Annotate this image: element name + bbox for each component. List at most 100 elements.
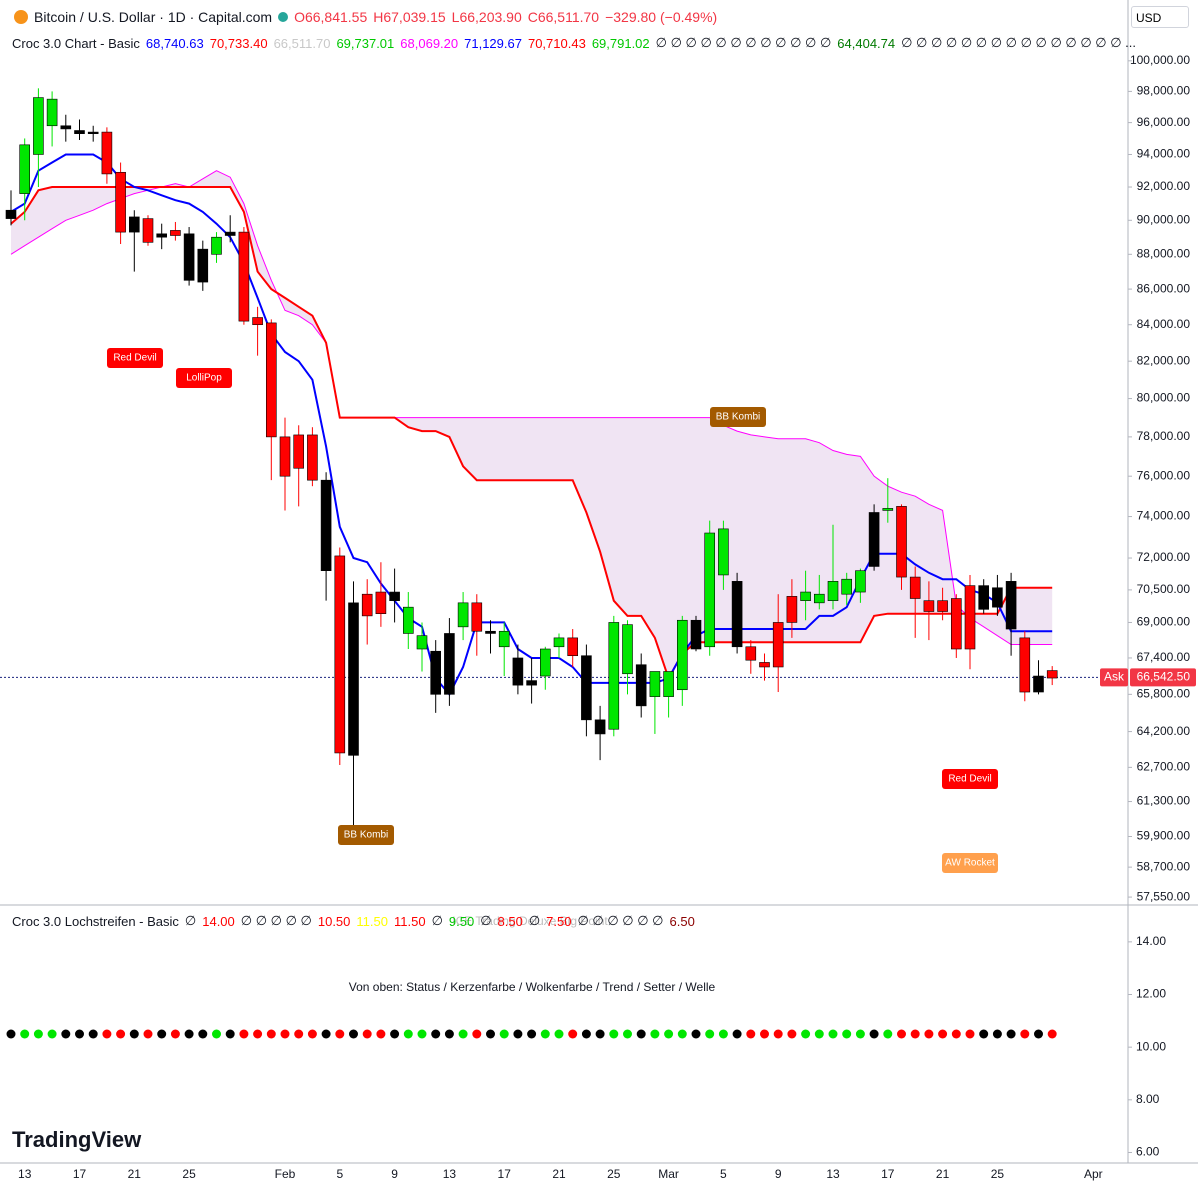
candle-body <box>252 317 263 326</box>
candle-color-dot <box>129 1029 139 1039</box>
candle-color-dot <box>253 1029 263 1039</box>
x-tick-label: 21 <box>936 1167 950 1181</box>
y-tick-label: 94,000.00 <box>1137 147 1191 161</box>
y-tick-label: 92,000.00 <box>1137 179 1191 193</box>
candle-color-dot <box>61 1029 71 1039</box>
x-tick-label: Apr <box>1084 1167 1103 1181</box>
candle-color-dot <box>266 1029 276 1039</box>
y-tick-label: 90,000.00 <box>1137 212 1191 226</box>
candle-color-dot <box>897 1029 906 1039</box>
candle-body <box>444 633 455 695</box>
candle-color-dot <box>198 1029 208 1039</box>
candle-body <box>375 591 387 614</box>
candle-color-dot <box>554 1029 564 1039</box>
candle-body <box>512 657 524 686</box>
candle-body <box>581 655 592 721</box>
candle-body <box>498 630 510 648</box>
candle-color-dot <box>170 1029 180 1039</box>
lower-value: ∅ <box>184 913 197 928</box>
candle-color-dot <box>376 1029 386 1039</box>
candle-color-dot <box>691 1029 701 1039</box>
candle-body <box>772 622 784 668</box>
lower-y-tick-label: 10.00 <box>1136 1039 1166 1053</box>
candle-color-dot <box>6 1029 16 1039</box>
candle-body <box>1019 637 1031 693</box>
candle-color-dot <box>855 1029 865 1039</box>
candle-color-dot <box>609 1029 619 1039</box>
candle-color-dot <box>20 1029 30 1039</box>
lower-subtitle: Von oben: Status / Kerzenfarbe / Wolkenf… <box>349 980 716 994</box>
candle-body <box>690 619 702 650</box>
candle-body <box>896 506 907 578</box>
candle-body <box>964 585 976 650</box>
candle-color-dot <box>47 1029 57 1039</box>
candle-body <box>211 236 222 255</box>
brand-logo: TradingView <box>12 1127 142 1152</box>
y-tick-label: 62,700.00 <box>1137 760 1191 774</box>
candle-body <box>567 637 579 657</box>
candle-body <box>950 598 962 650</box>
candle-body <box>855 570 866 593</box>
signal-badge <box>942 769 998 789</box>
signal-label: BB Kombi <box>344 830 388 841</box>
candle-body <box>1033 675 1044 693</box>
ask-tag-bg <box>1100 668 1128 687</box>
indicator-value: 68,740.63 <box>145 35 204 51</box>
candle-body <box>197 248 209 283</box>
currency-select[interactable]: USD <box>1131 6 1189 28</box>
cloud-area <box>11 170 1053 679</box>
candle-color-dot <box>472 1029 482 1039</box>
lower-y-tick-label: 6.00 <box>1136 1145 1160 1159</box>
candle-body <box>87 131 99 134</box>
candle-body <box>841 578 853 595</box>
candle-color-dot <box>965 1029 975 1039</box>
lower-indicator-name[interactable]: Croc 3.0 Lochstreifen - Basic <box>12 913 179 929</box>
candle-color-dot <box>184 1029 194 1039</box>
candle-color-dot <box>869 1029 879 1039</box>
candle-body <box>183 233 195 281</box>
candle-color-dot <box>143 1029 153 1039</box>
watermark: ICE Trading Deluxe Big Point <box>452 914 608 928</box>
candle-body <box>307 434 318 481</box>
y-tick-label: 61,300.00 <box>1137 794 1191 808</box>
x-tick-label: 5 <box>720 1167 727 1181</box>
candle-body <box>60 125 72 130</box>
symbol[interactable]: Bitcoin / U.S. Dollar · 1D · Capital.com <box>34 9 273 25</box>
lower-legend: Croc 3.0 Lochstreifen - Basic ∅ 14.00 ∅ ∅ … <box>12 913 695 929</box>
candle-color-dot <box>924 1029 934 1039</box>
candle-body <box>731 581 743 648</box>
candle-color-dot <box>581 1029 591 1039</box>
candle-color-dot <box>116 1029 126 1039</box>
candle-color-dot <box>102 1029 112 1039</box>
candle-color-dot <box>527 1029 537 1039</box>
candle-color-dot <box>88 1029 98 1039</box>
candle-color-dot <box>444 1029 454 1039</box>
candle-color-dot <box>362 1029 372 1039</box>
lower-value: ∅ ∅ ∅ ∅ ∅ ∅ <box>577 913 664 928</box>
candle-body <box>937 600 948 612</box>
candle-color-dot <box>307 1029 317 1039</box>
indicator-name[interactable]: Croc 3.0 Chart - Basic <box>12 35 140 51</box>
ask-price-label: 66,542.50 <box>1137 670 1191 684</box>
candle-color-dot <box>746 1029 756 1039</box>
candle-body <box>608 622 620 730</box>
candle-color-dot <box>157 1029 167 1039</box>
candle-body <box>265 322 277 438</box>
x-tick-label: 13 <box>443 1167 457 1181</box>
candle-body <box>539 648 551 677</box>
candle-color-dot <box>486 1029 495 1039</box>
candle-body <box>238 231 250 322</box>
candle-body <box>786 596 798 623</box>
candle-body <box>320 479 332 571</box>
ask-tag: Ask <box>1104 670 1125 684</box>
price-axis-bg <box>1128 0 1198 1185</box>
candle-body <box>923 600 935 612</box>
candle-color-dot <box>390 1029 400 1039</box>
candle-color-dot <box>335 1029 345 1039</box>
candle-color-dot <box>1006 1029 1016 1039</box>
candle-color-dot <box>349 1029 358 1039</box>
candle-body <box>19 144 31 194</box>
candle-body <box>676 619 688 691</box>
candle-color-dot <box>677 1029 687 1039</box>
candle-body <box>813 593 825 604</box>
